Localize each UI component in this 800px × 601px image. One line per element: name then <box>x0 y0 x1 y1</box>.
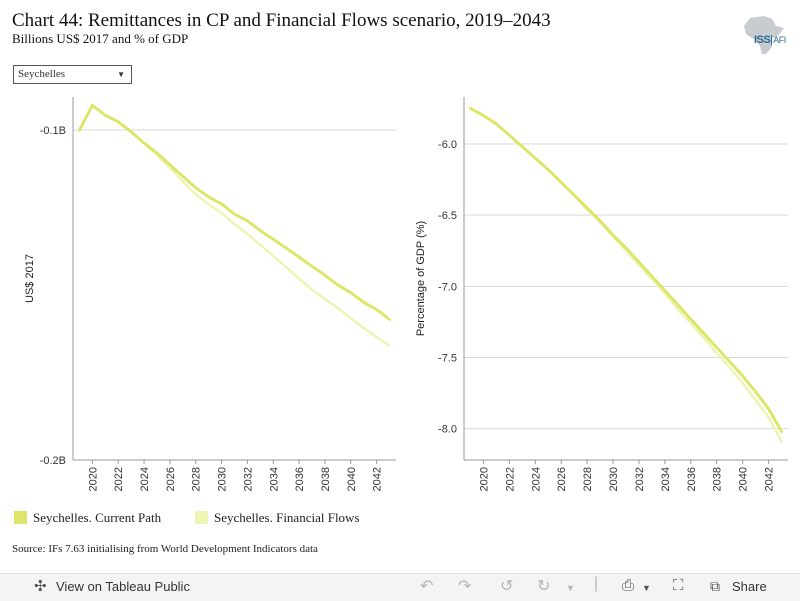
fullscreen-icon[interactable]: ⛶ <box>673 577 684 594</box>
y-tick-label: -6.5 <box>438 210 457 222</box>
y-tick-label: -8.0 <box>438 424 457 436</box>
legend-item-financial-flows[interactable]: Seychelles. Financial Flows <box>195 510 360 526</box>
x-tick-label: 2042 <box>764 467 776 491</box>
y-tick-label: -0.2B <box>40 455 66 467</box>
legend-label-financial-flows: Seychelles. Financial Flows <box>214 510 360 525</box>
x-tick-label: 2038 <box>320 467 332 491</box>
legend-swatch-financial-flows <box>195 511 208 524</box>
legend-label-current-path: Seychelles. Current Path <box>33 510 162 525</box>
redo-icon[interactable]: ↷ <box>458 578 472 595</box>
divider: | <box>594 575 599 592</box>
series-line-financial-flows <box>469 107 783 443</box>
download-icon[interactable]: ⎙ <box>622 577 635 594</box>
tableau-logo-icon: ✣ <box>34 578 47 595</box>
legend-swatch-current-path <box>14 511 27 524</box>
y-tick-label: -0.1B <box>40 125 66 137</box>
x-tick-label: 2034 <box>268 467 280 491</box>
y-tick-label: -6.0 <box>438 139 457 151</box>
x-tick-label: 2030 <box>217 467 229 491</box>
revert-icon[interactable]: ↺ <box>500 578 514 595</box>
x-tick-label: 2020 <box>87 467 99 491</box>
x-tick-label: 2036 <box>686 467 698 491</box>
country-filter-value: Seychelles <box>18 68 66 80</box>
x-tick-label: 2030 <box>608 467 620 491</box>
x-tick-label: 2022 <box>113 467 125 491</box>
x-tick-label: 2036 <box>294 467 306 491</box>
legend-item-current-path[interactable]: Seychelles. Current Path <box>14 510 161 526</box>
share-icon[interactable]: ⧉ <box>710 578 720 594</box>
africa-map-icon <box>744 16 784 54</box>
x-tick-label: 2028 <box>191 467 203 491</box>
chevron-down-icon: ▼ <box>117 70 125 79</box>
x-tick-label: 2042 <box>372 467 384 491</box>
x-tick-label: 2024 <box>139 467 151 491</box>
y-axis-title: Percentage of GDP (%) <box>415 221 427 336</box>
view-on-tableau-link[interactable]: View on Tableau Public <box>56 579 190 594</box>
chart-title: Chart 44: Remittances in CP and Financia… <box>12 10 551 31</box>
x-tick-label: 2026 <box>165 467 177 491</box>
x-tick-label: 2032 <box>242 467 254 491</box>
source-note: Source: IFs 7.63 initialising from World… <box>12 543 318 555</box>
logo: ISS AFI <box>754 34 786 46</box>
refresh-icon[interactable]: ↻ <box>537 578 551 595</box>
x-tick-label: 2034 <box>660 467 672 491</box>
x-tick-label: 2038 <box>712 467 724 491</box>
country-filter-dropdown[interactable]: Seychelles ▼ <box>13 65 132 84</box>
x-tick-label: 2024 <box>530 467 542 491</box>
share-button[interactable]: Share <box>732 579 767 594</box>
undo-icon[interactable]: ↶ <box>420 578 434 595</box>
x-tick-label: 2028 <box>582 467 594 491</box>
y-axis-title: US$ 2017 <box>24 254 36 303</box>
series-line-financial-flows <box>78 104 391 348</box>
series-line-current-path <box>78 103 391 321</box>
series-line-current-path <box>469 106 783 433</box>
y-tick-label: -7.5 <box>438 353 457 365</box>
x-tick-label: 2022 <box>504 467 516 491</box>
x-tick-label: 2040 <box>346 467 358 491</box>
refresh-chevron-down-icon[interactable]: ▼ <box>566 583 575 593</box>
y-tick-label: -7.0 <box>438 281 457 293</box>
x-tick-label: 2040 <box>738 467 750 491</box>
tableau-toolbar: ✣ View on Tableau Public ↶ ↷ ↺ ↻ ▼ | ⎙ ▼… <box>0 573 800 601</box>
download-chevron-down-icon[interactable]: ▼ <box>642 583 651 593</box>
x-tick-label: 2032 <box>634 467 646 491</box>
x-tick-label: 2020 <box>478 467 490 491</box>
chart-subtitle: Billions US$ 2017 and % of GDP <box>12 31 189 46</box>
x-tick-label: 2026 <box>556 467 568 491</box>
